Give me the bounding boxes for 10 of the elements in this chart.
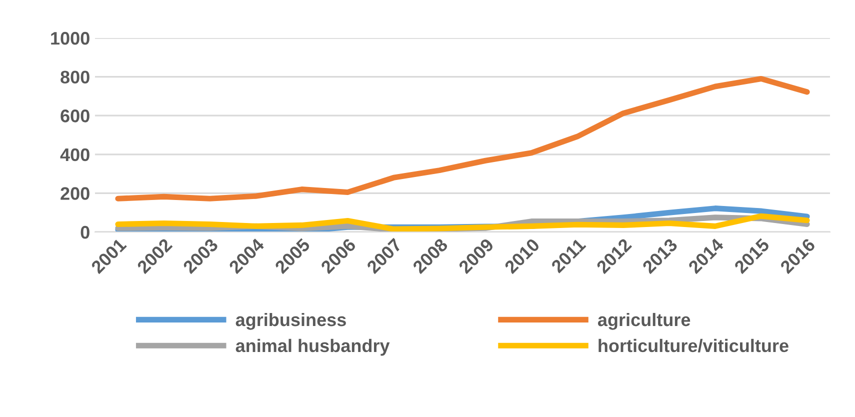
legend-label: horticulture/viticulture (598, 338, 788, 352)
y-tick-label: 800 (60, 70, 90, 84)
y-tick-label: 1000 (51, 32, 90, 45)
y-tick-label: 600 (60, 110, 90, 122)
legend-label: animal husbandry (236, 338, 390, 356)
legend-label: agriculture (598, 312, 690, 330)
y-tick-label: 0 (80, 226, 90, 239)
y-tick-label: 200 (60, 187, 90, 200)
legend-label: agribusiness (236, 312, 346, 330)
y-tick-label: 400 (60, 148, 90, 162)
